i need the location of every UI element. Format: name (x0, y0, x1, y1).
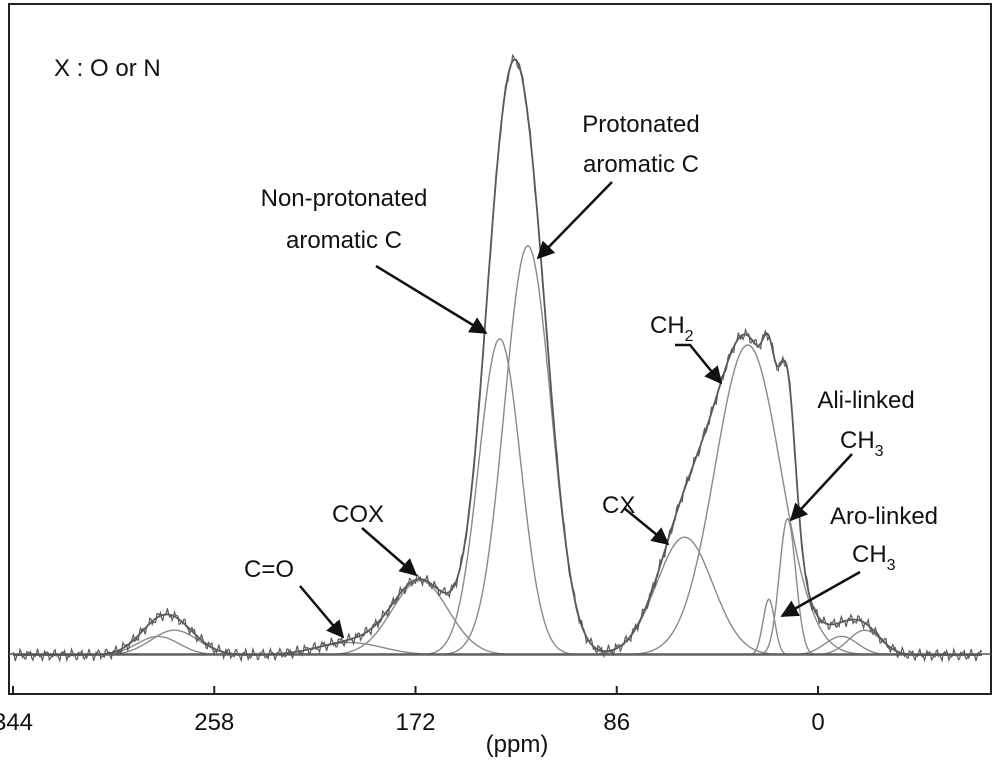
annotation-arrow (375, 264, 488, 335)
annotation-text-line2: aromatic C (286, 227, 402, 254)
component-curve (13, 629, 982, 656)
annotation-arrow (623, 507, 670, 546)
annotation-text-line2: aromatic C (583, 151, 699, 178)
component-curve (13, 517, 982, 656)
annotation-text-line1: Non-protonated (261, 185, 428, 212)
annotation-aro-linked: Aro-linked CH3 (780, 503, 938, 618)
x-tick-label: 0 (811, 709, 824, 736)
x-tick-label: 86 (603, 709, 630, 736)
annotation-cox: COX (332, 501, 418, 577)
annotation-text-line1: Aro-linked (830, 503, 938, 530)
x-tick-label: 258 (194, 709, 234, 736)
annotation-main: CH (852, 541, 887, 568)
x-axis-label: (ppm) (486, 731, 549, 758)
component-curve (13, 629, 982, 656)
annotation-ch2: CH2 (650, 312, 723, 385)
annotation-arrow (780, 570, 861, 618)
annotation-subscript: 2 (685, 328, 694, 345)
spectrum-series (12, 53, 983, 663)
annotation-arrow (789, 453, 853, 522)
annotation-cx: CX (602, 492, 670, 546)
annotation-text: COX (332, 501, 384, 528)
annotation-c-o: C=O (244, 556, 345, 639)
annotation-text: C=O (244, 556, 294, 583)
annotation-arrow (675, 343, 723, 385)
component-curve (13, 635, 982, 656)
annotation-text: CH2 (650, 312, 694, 345)
annotation-text: CX (602, 492, 635, 519)
component-curves (13, 245, 982, 656)
x-axis: 344 258 172 86 0 (0, 686, 825, 736)
x-tick-label: 344 (0, 709, 33, 736)
legend-note: X : O or N (54, 55, 161, 82)
experimental-spectrum-line (12, 53, 983, 663)
annotation-main: CH (840, 427, 875, 454)
annotation-subscript: 3 (875, 443, 884, 460)
annotation-text-line1: Ali-linked (817, 387, 914, 414)
annotation-arrow (299, 585, 345, 639)
annotation-main: CH (650, 312, 685, 339)
annotation-arrow (361, 527, 418, 577)
annotation-protonated: Protonated aromatic C (536, 111, 700, 260)
annotation-subscript: 3 (887, 557, 896, 574)
annotation-text-line2: CH3 (852, 541, 896, 574)
annotation-arrow (536, 181, 613, 260)
x-tick-label: 172 (395, 709, 435, 736)
annotation-ali-linked: Ali-linked CH3 (789, 387, 915, 522)
fitted-envelope-line (13, 58, 982, 656)
annotation-text-line2: CH3 (840, 427, 884, 460)
plot-frame (8, 3, 992, 695)
component-curve (13, 635, 982, 656)
annotation-non-protonated: Non-protonated aromatic C (261, 185, 488, 335)
component-curve (13, 245, 982, 656)
annotation-text-line1: Protonated (582, 111, 699, 138)
